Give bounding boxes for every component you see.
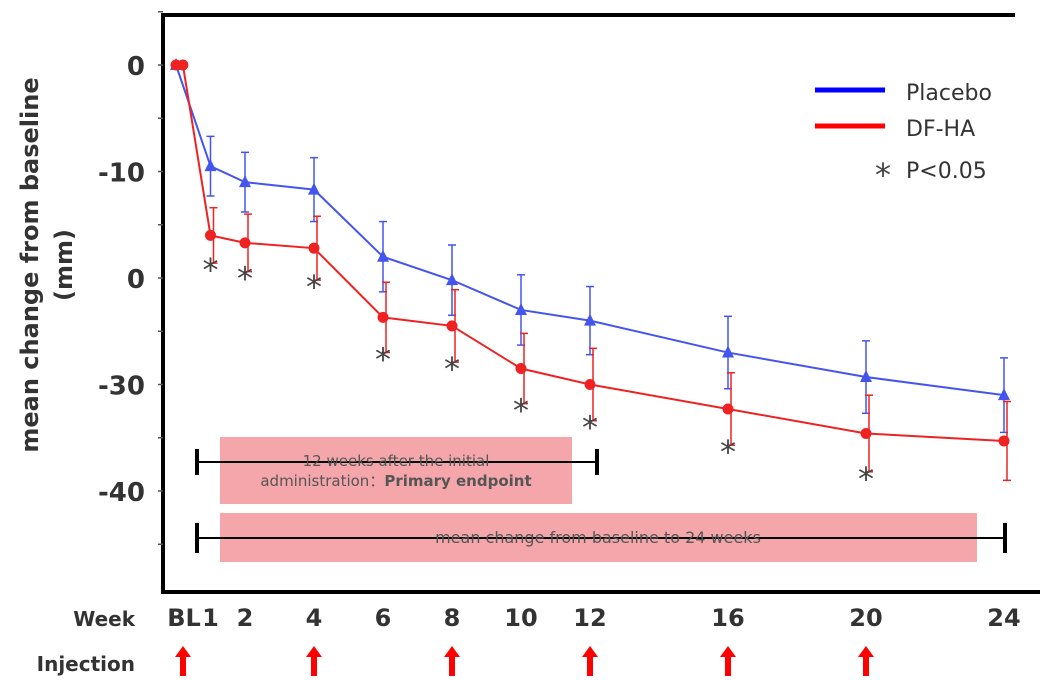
injection-arrow bbox=[444, 646, 460, 676]
y-axis-label-unit: (mm) bbox=[50, 229, 78, 301]
data-point bbox=[998, 388, 1010, 401]
x-tick-label: 12 bbox=[573, 604, 606, 632]
x-tick-label: 4 bbox=[306, 604, 323, 632]
significance-star: * bbox=[375, 341, 391, 379]
data-point bbox=[584, 313, 596, 326]
data-point bbox=[377, 311, 389, 323]
data-point bbox=[515, 363, 527, 375]
injection-arrow bbox=[582, 646, 598, 676]
injection-arrow bbox=[858, 646, 874, 676]
x-tick-label: 24 bbox=[987, 604, 1020, 632]
data-point bbox=[239, 237, 251, 249]
significance-markers: * * * * * * * * * bbox=[203, 251, 875, 498]
x-tick-label: 20 bbox=[849, 604, 882, 632]
legend-label: DF-HA bbox=[906, 117, 975, 142]
plot-frame bbox=[161, 13, 1040, 594]
y-tick-label: -30 bbox=[98, 372, 145, 402]
x-tick-label: 8 bbox=[444, 604, 461, 632]
x-tick-label: BL bbox=[167, 604, 201, 632]
data-point bbox=[308, 182, 320, 195]
series-placebo bbox=[170, 58, 1010, 434]
x-tick-label: 6 bbox=[375, 604, 392, 632]
data-point bbox=[998, 435, 1010, 447]
data-point bbox=[584, 379, 596, 390]
data-point bbox=[177, 59, 189, 71]
y-axis-label: mean change from baseline bbox=[16, 77, 44, 452]
significance-star: * bbox=[858, 460, 874, 498]
series-df-ha bbox=[170, 59, 1011, 482]
injection-row-label: Injection bbox=[37, 652, 135, 676]
data-point bbox=[239, 175, 251, 188]
legend-label: Placebo bbox=[906, 81, 992, 106]
significance-star: * bbox=[306, 268, 322, 306]
x-tick-labels: BL 1 2 4 6 8 10 12 16 20 24 bbox=[167, 604, 1021, 632]
y-tick-label: 0 bbox=[127, 265, 145, 295]
significance-star: * bbox=[237, 260, 253, 298]
legend-star: * bbox=[875, 156, 891, 194]
primary-endpoint-prefix: administration： bbox=[260, 472, 384, 490]
data-point bbox=[860, 427, 872, 439]
data-point bbox=[308, 242, 320, 254]
primary-endpoint-text-line2: administration：Primary endpoint bbox=[260, 472, 531, 490]
x-tick-label: 16 bbox=[711, 604, 744, 632]
annotations: 12 weeks after the initial administration… bbox=[195, 437, 1007, 562]
injection-arrow bbox=[175, 646, 191, 676]
data-point bbox=[515, 302, 527, 315]
injection-arrows bbox=[175, 646, 874, 676]
y-tick-labels: 0 -10 0 -30 -40 bbox=[98, 52, 145, 508]
data-point bbox=[377, 249, 389, 262]
significance-star: * bbox=[720, 433, 736, 471]
legend-significance-label: P<0.05 bbox=[906, 159, 987, 184]
primary-endpoint-bold: Primary endpoint bbox=[384, 472, 531, 490]
y-tick-label: -10 bbox=[98, 159, 145, 189]
x-tick-label: 2 bbox=[237, 604, 254, 632]
y-tick-label: 0 bbox=[127, 52, 145, 82]
data-point bbox=[722, 345, 734, 358]
injection-arrow bbox=[306, 646, 322, 676]
data-point bbox=[205, 229, 216, 241]
injection-arrow bbox=[720, 646, 736, 676]
data-point bbox=[446, 273, 458, 286]
significance-star: * bbox=[513, 392, 529, 430]
primary-endpoint-box bbox=[220, 437, 572, 504]
x-axis-label: Week bbox=[73, 607, 135, 631]
full-period-text: mean change from baseline to 24 weeks bbox=[435, 528, 761, 547]
significance-star: * bbox=[444, 350, 460, 388]
significance-star: * bbox=[582, 409, 598, 447]
data-point bbox=[722, 403, 734, 415]
series-layer bbox=[170, 58, 1011, 482]
legend: Placebo DF-HA * P<0.05 bbox=[815, 81, 992, 194]
data-point bbox=[860, 370, 872, 383]
x-tick-label: 10 bbox=[504, 604, 537, 632]
primary-endpoint-text-line1: 12 weeks after the initial bbox=[303, 452, 490, 470]
data-point bbox=[204, 159, 217, 172]
series-line bbox=[176, 64, 1005, 442]
significance-star: * bbox=[203, 251, 219, 289]
y-minor-ticks bbox=[158, 11, 163, 545]
x-tick-label: 1 bbox=[202, 604, 219, 632]
data-point bbox=[446, 320, 458, 332]
y-tick-label: -40 bbox=[98, 478, 145, 508]
